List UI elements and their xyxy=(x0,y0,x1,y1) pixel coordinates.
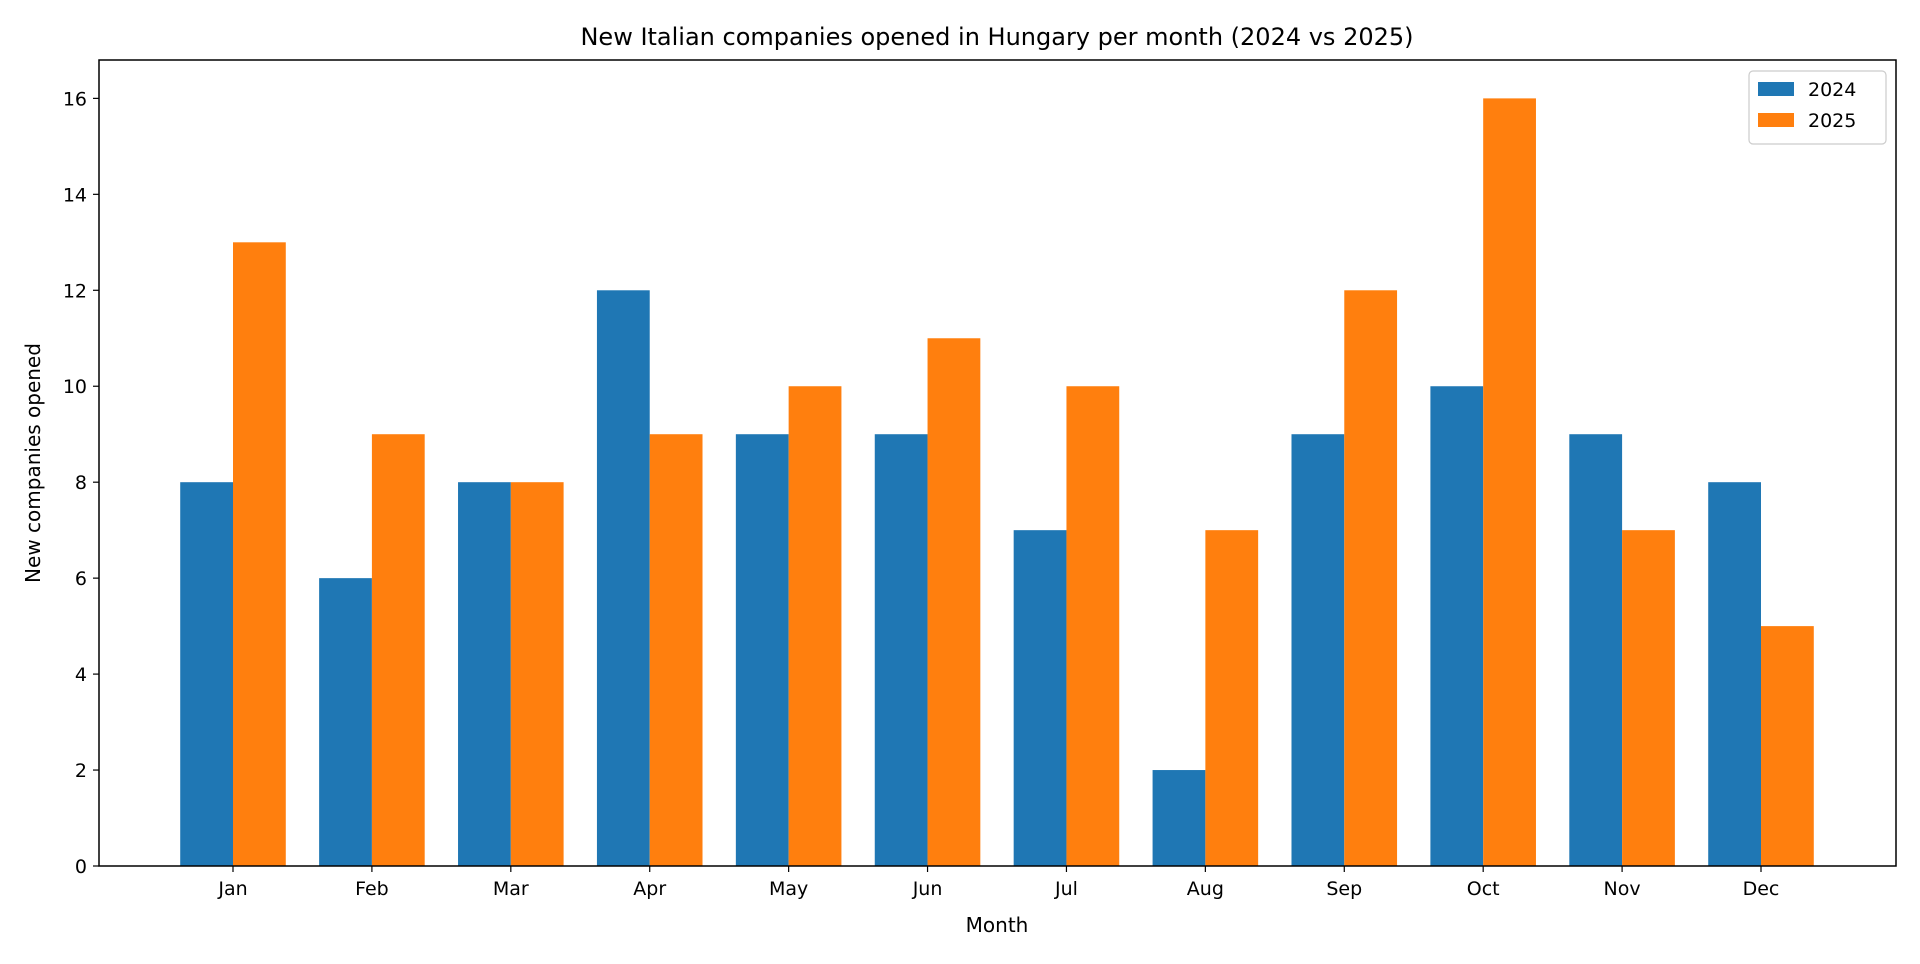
bar-2024-Apr xyxy=(596,290,650,866)
x-tick-label: Jun xyxy=(912,878,943,900)
legend-label-2024: 2024 xyxy=(1808,79,1856,101)
x-tick-label: May xyxy=(769,878,808,900)
legend-swatch-2024 xyxy=(1758,82,1794,96)
bar-2025-Sep xyxy=(1344,290,1398,866)
bar-2025-Aug xyxy=(1205,530,1259,866)
x-tick-label: Apr xyxy=(633,878,666,900)
bar-2024-Nov xyxy=(1569,434,1623,866)
y-tick-label: 8 xyxy=(75,472,87,494)
y-tick-label: 14 xyxy=(63,184,87,206)
x-tick-label: Sep xyxy=(1326,878,1362,900)
bar-2025-Oct xyxy=(1483,98,1536,866)
plot-frame xyxy=(98,59,1897,867)
bar-2024-Sep xyxy=(1291,434,1345,866)
y-tick-label: 4 xyxy=(75,664,87,686)
bar-2024-Oct xyxy=(1430,386,1484,866)
y-tick-label: 16 xyxy=(63,88,87,110)
x-tick-label: Jan xyxy=(217,878,247,900)
bar-2025-Apr xyxy=(649,434,703,866)
y-tick-label: 2 xyxy=(75,760,87,782)
x-axis-label: Month xyxy=(966,913,1029,937)
bar-2025-Jan xyxy=(233,242,286,867)
legend-swatch-2025 xyxy=(1758,113,1794,127)
x-tick-label: Mar xyxy=(493,878,529,900)
bar-2025-May xyxy=(788,386,842,866)
bar-2024-Dec xyxy=(1708,482,1761,866)
bar-2025-Mar xyxy=(510,482,564,866)
bar-2025-Feb xyxy=(371,434,425,866)
bar-2024-Aug xyxy=(1152,770,1206,866)
y-tick-label: 6 xyxy=(75,568,87,590)
x-tick-label: Dec xyxy=(1743,878,1780,900)
bar-2024-Feb xyxy=(319,578,372,866)
bar-2024-Jul xyxy=(1013,530,1067,866)
bar-2025-Jun xyxy=(927,338,981,866)
x-tick-label: Aug xyxy=(1187,878,1224,900)
bar-2025-Jul xyxy=(1066,386,1120,866)
x-tick-label: Oct xyxy=(1467,878,1500,900)
bar-2024-Mar xyxy=(458,482,511,866)
chart-title: New Italian companies opened in Hungary … xyxy=(580,23,1413,51)
y-tick-label: 12 xyxy=(63,280,87,302)
x-tick-label: Jul xyxy=(1054,878,1078,900)
y-axis-label: New companies opened xyxy=(21,343,45,583)
bar-2025-Dec xyxy=(1761,626,1814,866)
legend: 2024 2025 xyxy=(1748,70,1887,145)
bar-2024-Jan xyxy=(180,482,233,866)
y-tick-label: 10 xyxy=(63,376,87,398)
x-tick-label: Feb xyxy=(355,878,389,900)
x-tick-label: Nov xyxy=(1604,878,1641,900)
y-tick-label: 0 xyxy=(75,856,87,878)
legend-label-2025: 2025 xyxy=(1808,110,1856,132)
bar-2024-May xyxy=(735,434,789,866)
bar-2025-Nov xyxy=(1622,530,1675,866)
bar-2024-Jun xyxy=(874,434,928,866)
